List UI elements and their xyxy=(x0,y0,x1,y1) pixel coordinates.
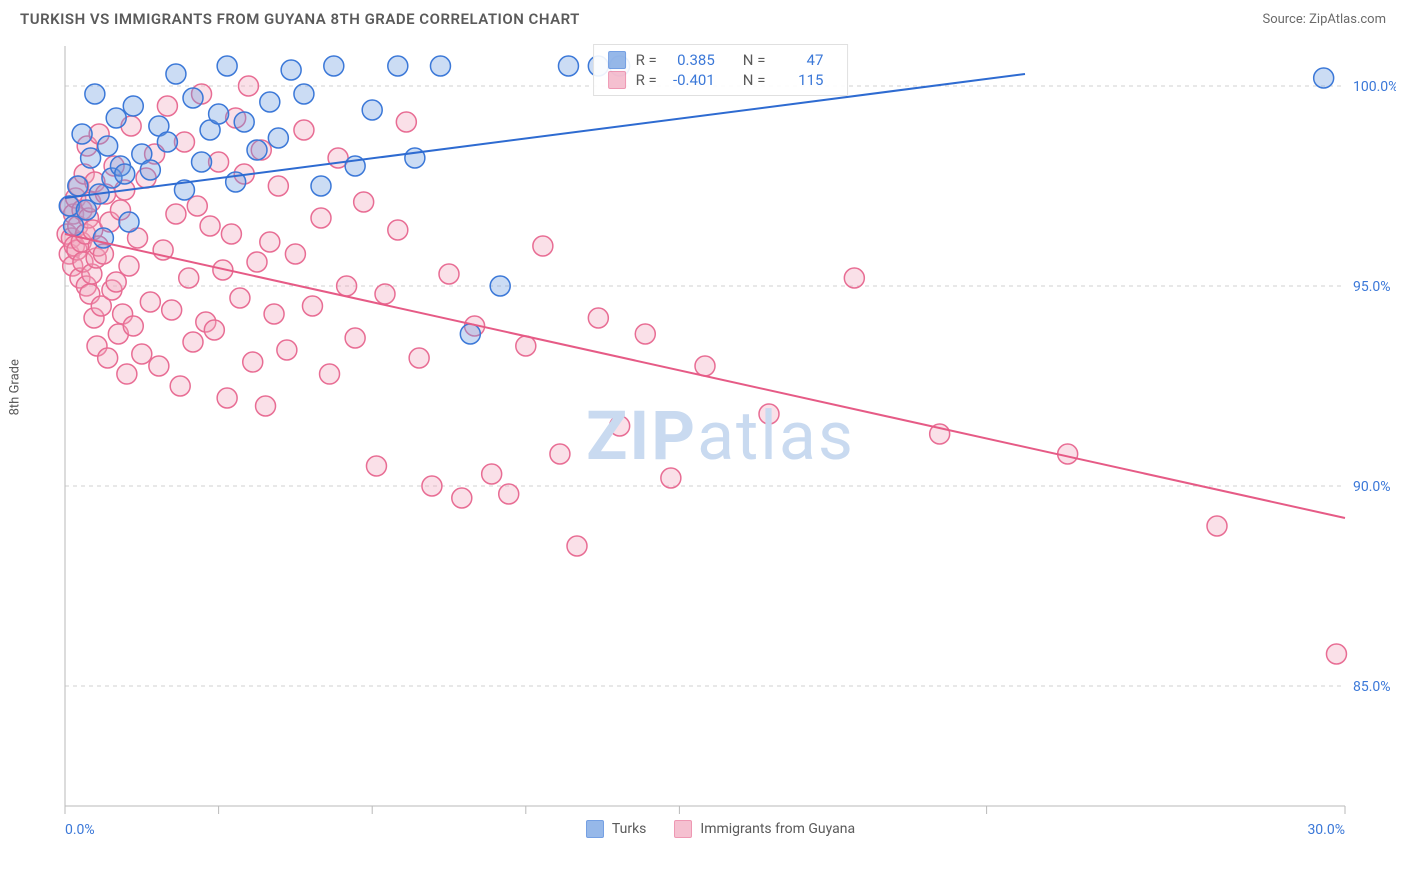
svg-text:100.0%: 100.0% xyxy=(1353,79,1396,95)
y-axis-label: 8th Grade xyxy=(8,359,23,415)
stats-r-label: R = xyxy=(636,71,657,89)
legend-swatch-turks xyxy=(586,820,604,838)
svg-text:85.0%: 85.0% xyxy=(1353,679,1391,695)
stats-r-label: R = xyxy=(636,51,657,69)
stats-n-label: N = xyxy=(743,51,766,69)
legend-label-guyana: Immigrants from Guyana xyxy=(700,821,855,837)
legend-label-turks: Turks xyxy=(612,821,647,837)
scatter-plot-svg: 85.0%90.0%95.0%100.0%0.0%30.0% xyxy=(45,36,1396,836)
stats-swatch-guyana xyxy=(608,71,626,89)
stats-r-value-turks: 0.385 xyxy=(667,51,715,69)
chart-source: Source: ZipAtlas.com xyxy=(1262,12,1386,27)
stats-legend-box: R = 0.385 N = 47 R = -0.401 N = 115 xyxy=(593,44,849,96)
stats-swatch-turks xyxy=(608,51,626,69)
legend-item-turks: Turks xyxy=(586,820,647,838)
svg-text:95.0%: 95.0% xyxy=(1353,279,1391,295)
stats-n-label: N = xyxy=(743,71,766,89)
chart-header: TURKISH VS IMMIGRANTS FROM GUYANA 8TH GR… xyxy=(0,0,1406,36)
chart-title: TURKISH VS IMMIGRANTS FROM GUYANA 8TH GR… xyxy=(20,10,580,28)
stats-n-value-turks: 47 xyxy=(775,51,823,69)
legend-bottom: Turks Immigrants from Guyana xyxy=(45,820,1396,838)
stats-n-value-guyana: 115 xyxy=(775,71,823,89)
chart-area: 8th Grade 85.0%90.0%95.0%100.0%0.0%30.0%… xyxy=(45,36,1396,836)
legend-item-guyana: Immigrants from Guyana xyxy=(674,820,855,838)
legend-swatch-guyana xyxy=(674,820,692,838)
svg-text:90.0%: 90.0% xyxy=(1353,479,1391,495)
stats-r-value-guyana: -0.401 xyxy=(667,71,715,89)
